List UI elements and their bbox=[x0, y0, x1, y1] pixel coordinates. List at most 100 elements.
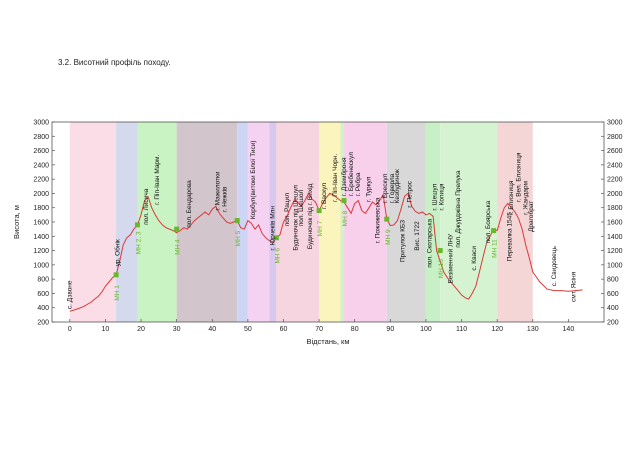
camp-marker bbox=[234, 218, 240, 224]
y-tick-label: 600 bbox=[37, 291, 49, 298]
place-label: г. Близниця bbox=[508, 180, 515, 215]
y-tick-label-right: 600 bbox=[607, 291, 619, 298]
place-label: с. Свидовець bbox=[551, 246, 558, 287]
camp-marker bbox=[384, 216, 390, 222]
section-band bbox=[247, 122, 270, 322]
y-tick-label: 200 bbox=[37, 320, 49, 327]
x-tick-label: 70 bbox=[315, 326, 323, 333]
camp-marker bbox=[341, 198, 347, 204]
x-tick-label: 120 bbox=[491, 326, 503, 333]
camp-marker bbox=[273, 235, 279, 241]
place-label: Безіменний ЛНУ bbox=[447, 233, 455, 283]
camp-marker bbox=[437, 248, 443, 254]
x-tick-label: 50 bbox=[244, 326, 252, 333]
place-label: пол. Шешол bbox=[298, 190, 305, 227]
y-tick-label: 1400 bbox=[33, 234, 49, 241]
place-label: г. Мажилотки bbox=[214, 171, 221, 210]
camp-marker-label: МН 7 bbox=[317, 220, 324, 236]
place-label: г. Піп-Іван Марм. bbox=[153, 154, 161, 204]
y-tick-label-right: 1200 bbox=[607, 248, 623, 255]
y-tick-label: 2000 bbox=[33, 191, 49, 198]
place-label: пол. Джурджівна Прелука bbox=[454, 170, 462, 248]
place-label: с. Кваси bbox=[471, 246, 478, 271]
x-tick-label: 100 bbox=[420, 326, 432, 333]
y-tick-label-right: 2800 bbox=[607, 134, 623, 141]
place-label: г. Шешул bbox=[432, 183, 439, 210]
y-tick-label: 1200 bbox=[33, 248, 49, 255]
section-band bbox=[237, 122, 248, 322]
place-label: ур. Обнік bbox=[114, 239, 122, 266]
section-band bbox=[340, 122, 345, 322]
x-tick-label: 60 bbox=[280, 326, 288, 333]
x-tick-label: 40 bbox=[208, 326, 216, 333]
section-band bbox=[319, 122, 341, 322]
x-tick-label: 130 bbox=[527, 326, 539, 333]
section-band bbox=[344, 122, 387, 322]
camp-marker-label: МН 9 bbox=[385, 229, 392, 245]
x-tick-label: 140 bbox=[563, 326, 575, 333]
x-tick-label: 20 bbox=[137, 326, 145, 333]
section-band bbox=[269, 122, 277, 322]
y-tick-label: 2400 bbox=[33, 162, 49, 169]
y-tick-label-right: 2200 bbox=[607, 177, 623, 184]
section-band bbox=[497, 122, 533, 322]
section-band bbox=[440, 122, 498, 322]
x-tick-label: 80 bbox=[351, 326, 359, 333]
camp-marker-label: МН 4 bbox=[175, 239, 182, 255]
section-band bbox=[116, 122, 138, 322]
place-label: г. Васкул bbox=[321, 183, 328, 209]
place-label: Будиночок під Шешул bbox=[292, 185, 300, 251]
y-tick-label-right: 1000 bbox=[607, 262, 623, 269]
x-axis-label: Відстань, км bbox=[307, 337, 350, 346]
y-tick-label: 3000 bbox=[33, 120, 49, 127]
place-label: г. Юрчеків Млн bbox=[269, 206, 277, 251]
y-tick-label: 1600 bbox=[33, 220, 49, 227]
y-tick-label-right: 1800 bbox=[607, 205, 623, 212]
place-label: пол. Бендарова bbox=[186, 180, 193, 228]
y-tick-label-right: 200 bbox=[607, 320, 619, 327]
section-band bbox=[425, 122, 441, 322]
document-heading: 3.2. Висотний профіль походу. bbox=[58, 58, 171, 67]
y-tick-label-right: 400 bbox=[607, 305, 619, 312]
place-label: г. Бребенескул bbox=[347, 152, 355, 196]
place-label: Драгобрат bbox=[527, 201, 535, 232]
place-label: Вис. 1722 bbox=[414, 221, 421, 251]
camp-marker-label: МН 6 bbox=[274, 248, 281, 264]
y-tick-label-right: 2000 bbox=[607, 191, 623, 198]
camp-marker-label: МН 11 bbox=[492, 239, 499, 258]
y-tick-label-right: 1400 bbox=[607, 234, 623, 241]
y-tick-label: 2200 bbox=[33, 177, 49, 184]
x-tick-label: 90 bbox=[386, 326, 394, 333]
place-label: с. Дзвоне bbox=[67, 280, 74, 309]
y-tick-label: 400 bbox=[37, 305, 49, 312]
elevation-line bbox=[69, 192, 583, 312]
place-label: смт. Ясіня bbox=[570, 271, 578, 302]
place-label: Перевалка 1545 bbox=[506, 212, 513, 262]
place-label: г. Пожижевська bbox=[375, 197, 382, 243]
place-label: г. Говерла bbox=[389, 173, 396, 203]
place-label: Корбул(витоки Білої Тиси) bbox=[249, 140, 257, 219]
x-tick-label: 110 bbox=[456, 326, 467, 333]
y-axis-label: Висота, м bbox=[12, 205, 21, 239]
place-label: Будиночок під г. Вихід bbox=[306, 183, 314, 249]
y-tick-label-right: 800 bbox=[607, 277, 619, 284]
x-tick-label: 0 bbox=[68, 326, 72, 333]
camp-marker-label: МН 2, 3 bbox=[135, 231, 142, 254]
place-label: пол. Скотарська bbox=[426, 218, 433, 267]
y-tick-label-right: 1600 bbox=[607, 220, 623, 227]
place-label: г. Копиця bbox=[439, 183, 446, 210]
place-label: г. Туркул bbox=[366, 176, 373, 202]
camp-marker-label: МН 5 bbox=[235, 230, 242, 246]
place-label: Кезбудинок bbox=[393, 169, 401, 203]
camp-marker bbox=[134, 222, 140, 228]
section-band bbox=[386, 122, 426, 322]
place-label: г. Петрос bbox=[407, 180, 414, 207]
y-tick-label-right: 2400 bbox=[607, 162, 623, 169]
y-tick-label: 1800 bbox=[33, 205, 49, 212]
camp-marker bbox=[316, 208, 322, 214]
place-label: г. Дземброня bbox=[340, 157, 348, 196]
place-label: пол. Боярська bbox=[485, 200, 492, 243]
place-label: Притулок КБЗ bbox=[400, 220, 407, 262]
